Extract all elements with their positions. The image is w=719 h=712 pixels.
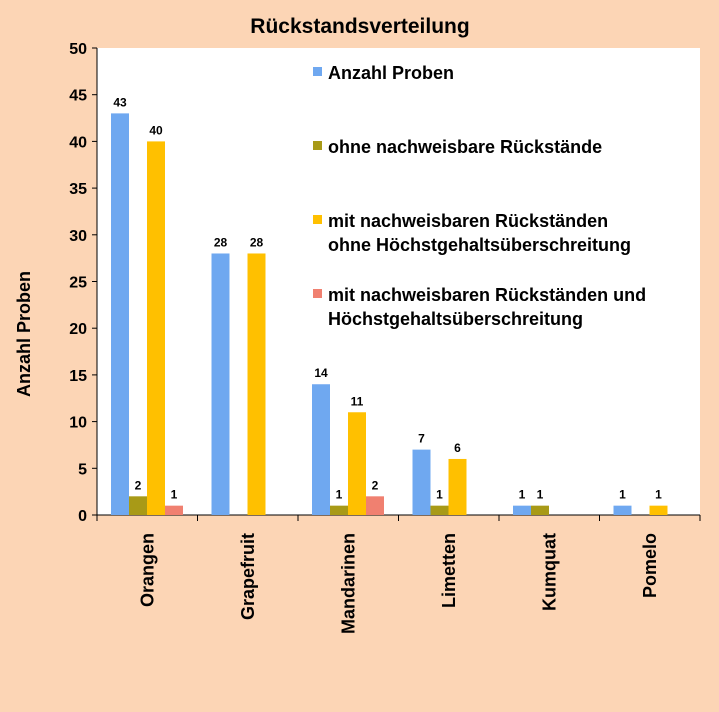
legend-item: mit nachweisbaren Rückständen ohne Höchst… bbox=[313, 211, 631, 255]
data-label: 2 bbox=[135, 478, 142, 492]
y-tick-label: 50 bbox=[69, 41, 87, 58]
legend-label: Höchstgehaltsüberschreitung bbox=[328, 309, 583, 329]
bar bbox=[366, 496, 384, 515]
data-label: 40 bbox=[149, 123, 163, 137]
bar bbox=[649, 505, 668, 515]
bar bbox=[211, 253, 230, 516]
data-label: 1 bbox=[171, 488, 178, 502]
category-label: Kumquat bbox=[539, 533, 559, 611]
legend-item: mit nachweisbaren Rückständen und Höchstg… bbox=[313, 285, 646, 329]
data-label: 1 bbox=[655, 488, 662, 502]
y-tick-label: 45 bbox=[69, 88, 87, 105]
chart-title: Rückstandsverteilung bbox=[250, 15, 469, 38]
legend-label: mit nachweisbaren Rückständen bbox=[328, 211, 608, 231]
bar bbox=[348, 412, 366, 515]
plot-area: 0 5 10 15 20 25 30 35 40 45 50 43 2 40 1 Orangen 28 28 Gra… bbox=[69, 41, 701, 634]
bar bbox=[165, 505, 183, 515]
legend-item: ohne nachweisbare Rückstände bbox=[313, 137, 602, 157]
y-tick-label: 15 bbox=[69, 368, 87, 385]
y-tick-label: 5 bbox=[78, 461, 87, 478]
data-label: 1 bbox=[519, 488, 526, 502]
bar bbox=[613, 505, 632, 515]
category-label: Limetten bbox=[439, 533, 459, 608]
bar bbox=[531, 505, 549, 515]
bar bbox=[312, 384, 330, 515]
data-label: 1 bbox=[537, 488, 544, 502]
category-label: Pomelo bbox=[640, 533, 660, 598]
category-label: Grapefruit bbox=[238, 533, 258, 620]
y-tick-label: 35 bbox=[69, 181, 87, 198]
data-label: 1 bbox=[619, 488, 626, 502]
data-label: 11 bbox=[351, 394, 364, 408]
bar bbox=[448, 458, 467, 515]
bar bbox=[111, 113, 129, 515]
legend-swatch bbox=[313, 289, 322, 298]
legend-swatch bbox=[313, 215, 322, 224]
legend-label: ohne Höchstgehaltsüberschreitung bbox=[328, 235, 631, 255]
bar bbox=[430, 505, 449, 515]
data-label: 6 bbox=[454, 441, 461, 455]
bar bbox=[330, 505, 348, 515]
category-label: Orangen bbox=[137, 533, 157, 607]
data-label: 1 bbox=[436, 488, 443, 502]
data-label: 28 bbox=[214, 235, 228, 249]
bar bbox=[129, 496, 147, 515]
data-label: 1 bbox=[336, 488, 343, 502]
legend: Anzahl Proben ohne nachweisbare Rückständ… bbox=[313, 63, 646, 329]
y-tick-label: 20 bbox=[69, 321, 87, 338]
data-label: 7 bbox=[418, 432, 425, 446]
plot-background bbox=[97, 48, 700, 515]
data-label: 2 bbox=[372, 478, 379, 492]
y-tick-label: 40 bbox=[69, 134, 87, 151]
legend-swatch bbox=[313, 141, 322, 150]
bar bbox=[513, 505, 531, 515]
y-tick-label: 30 bbox=[69, 228, 87, 245]
data-label: 14 bbox=[314, 366, 328, 380]
legend-label: Anzahl Proben bbox=[328, 63, 454, 83]
y-tick-label: 25 bbox=[69, 275, 87, 292]
legend-swatch bbox=[313, 67, 322, 76]
data-label: 28 bbox=[250, 235, 264, 249]
legend-label: ohne nachweisbare Rückstände bbox=[328, 137, 602, 157]
category-label: Mandarinen bbox=[338, 533, 358, 634]
y-tick-label: 0 bbox=[78, 508, 87, 525]
legend-item: Anzahl Proben bbox=[313, 63, 454, 83]
y-axis-label: Anzahl Proben bbox=[14, 271, 34, 397]
bar bbox=[247, 253, 266, 516]
bar bbox=[412, 449, 431, 515]
y-tick-label: 10 bbox=[69, 415, 87, 432]
data-label: 43 bbox=[113, 95, 127, 109]
legend-label: mit nachweisbaren Rückständen und bbox=[328, 285, 646, 305]
bar bbox=[147, 141, 165, 515]
